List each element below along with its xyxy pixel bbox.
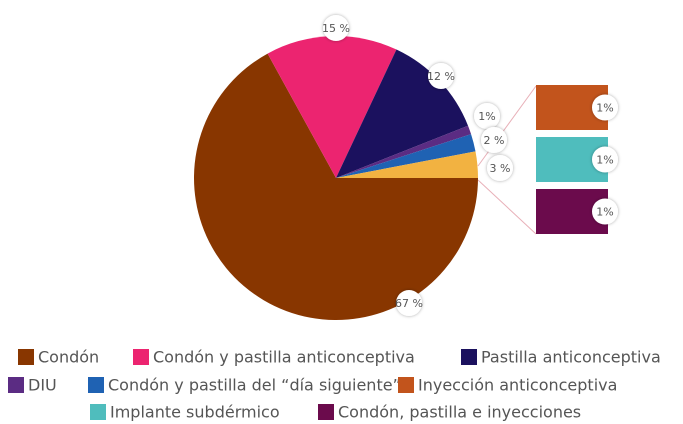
connector bbox=[477, 85, 537, 167]
legend-label: Implante subdérmico bbox=[110, 403, 280, 422]
legend-swatch bbox=[398, 377, 414, 393]
data-label: 2 % bbox=[484, 134, 505, 147]
data-label: 1% bbox=[596, 206, 613, 219]
pie-slice bbox=[267, 36, 397, 178]
legend-swatch bbox=[461, 349, 477, 365]
pie-slice bbox=[336, 151, 478, 178]
label-bubble bbox=[323, 15, 349, 41]
pie-slice bbox=[193, 53, 478, 320]
legend-label: Condón y pastilla anticonceptiva bbox=[153, 348, 415, 367]
data-label: 15 % bbox=[322, 22, 350, 35]
label-bubble bbox=[592, 146, 618, 173]
data-label: 3 % bbox=[490, 162, 511, 175]
label-bubble bbox=[428, 63, 454, 89]
label-bubble bbox=[592, 94, 618, 121]
data-label: 67 % bbox=[395, 297, 423, 310]
legend-label: Condón, pastilla e inyecciones bbox=[338, 403, 581, 422]
pie-slice bbox=[336, 125, 472, 178]
legend-label: Condón y pastilla del “día siguiente” bbox=[108, 376, 401, 395]
legend-label: DIU bbox=[28, 376, 57, 395]
data-label: 1% bbox=[596, 102, 613, 115]
legend-swatch bbox=[8, 377, 24, 393]
legend-label: Pastilla anticonceptiva bbox=[481, 348, 661, 367]
label-bubble bbox=[481, 127, 507, 153]
legend-swatch bbox=[318, 404, 334, 420]
legend-swatch bbox=[133, 349, 149, 365]
legend-swatch bbox=[90, 404, 106, 420]
legend-swatch bbox=[88, 377, 104, 393]
label-bubble bbox=[592, 198, 618, 225]
label-bubble bbox=[487, 155, 513, 181]
data-label: 12 % bbox=[427, 70, 455, 83]
data-label: 1% bbox=[478, 110, 495, 123]
data-label: 1% bbox=[596, 154, 613, 167]
connector bbox=[477, 179, 537, 235]
label-bubble bbox=[474, 103, 500, 129]
legend-swatch bbox=[18, 349, 34, 365]
pie-slice bbox=[336, 134, 476, 178]
legend-label: Inyección anticonceptiva bbox=[418, 376, 617, 395]
legend-label: Condón bbox=[38, 348, 99, 367]
label-bubble bbox=[396, 290, 422, 316]
